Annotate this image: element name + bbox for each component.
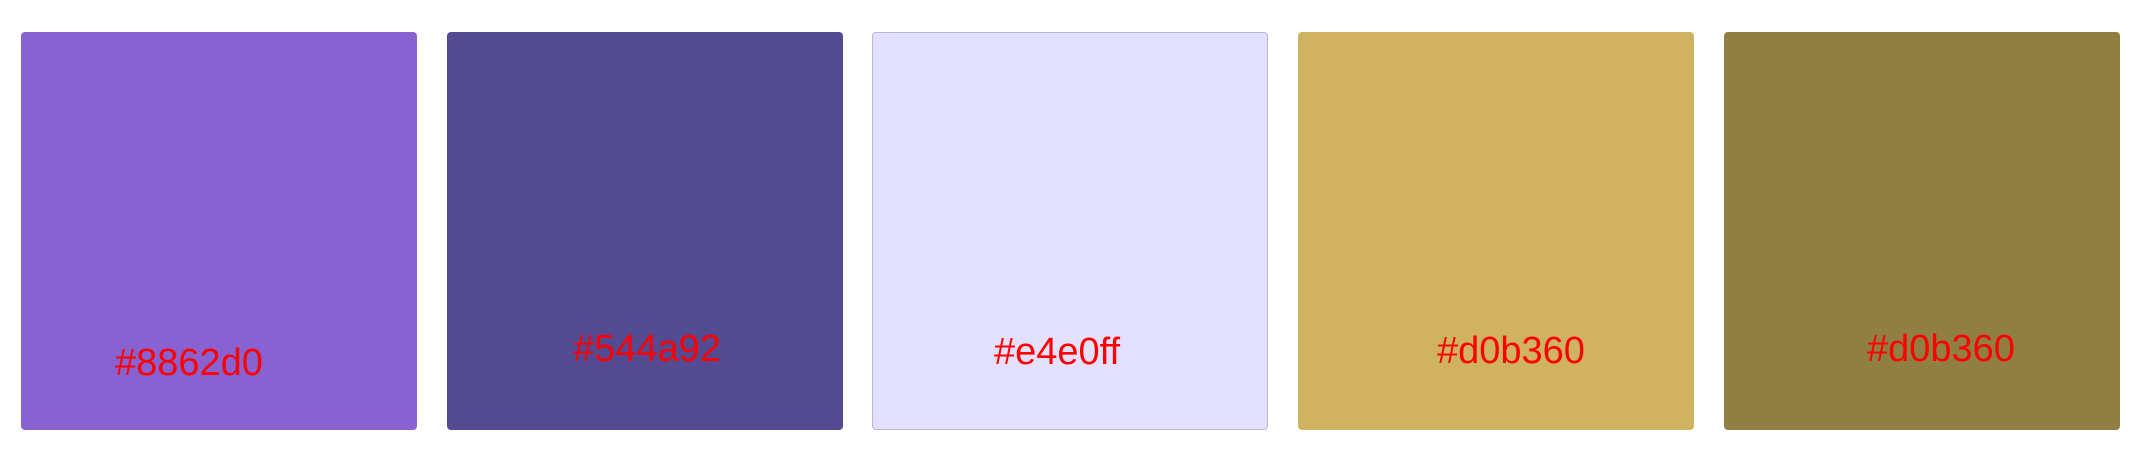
color-swatch[interactable]: #d0b360 [1724, 32, 2120, 430]
color-swatch[interactable]: #8862d0 [21, 32, 417, 430]
swatch-hex-label: #e4e0ff [994, 331, 1121, 373]
swatch-hex-label: #544a92 [573, 328, 721, 370]
swatch-hex-label: #d0b360 [1437, 330, 1585, 372]
color-swatch[interactable]: #d0b360 [1298, 32, 1694, 430]
swatch-hex-label: #8862d0 [115, 342, 263, 384]
color-swatch[interactable]: #544a92 [447, 32, 843, 430]
color-swatch[interactable]: #e4e0ff [872, 32, 1268, 430]
swatch-hex-label: #d0b360 [1867, 328, 2015, 370]
